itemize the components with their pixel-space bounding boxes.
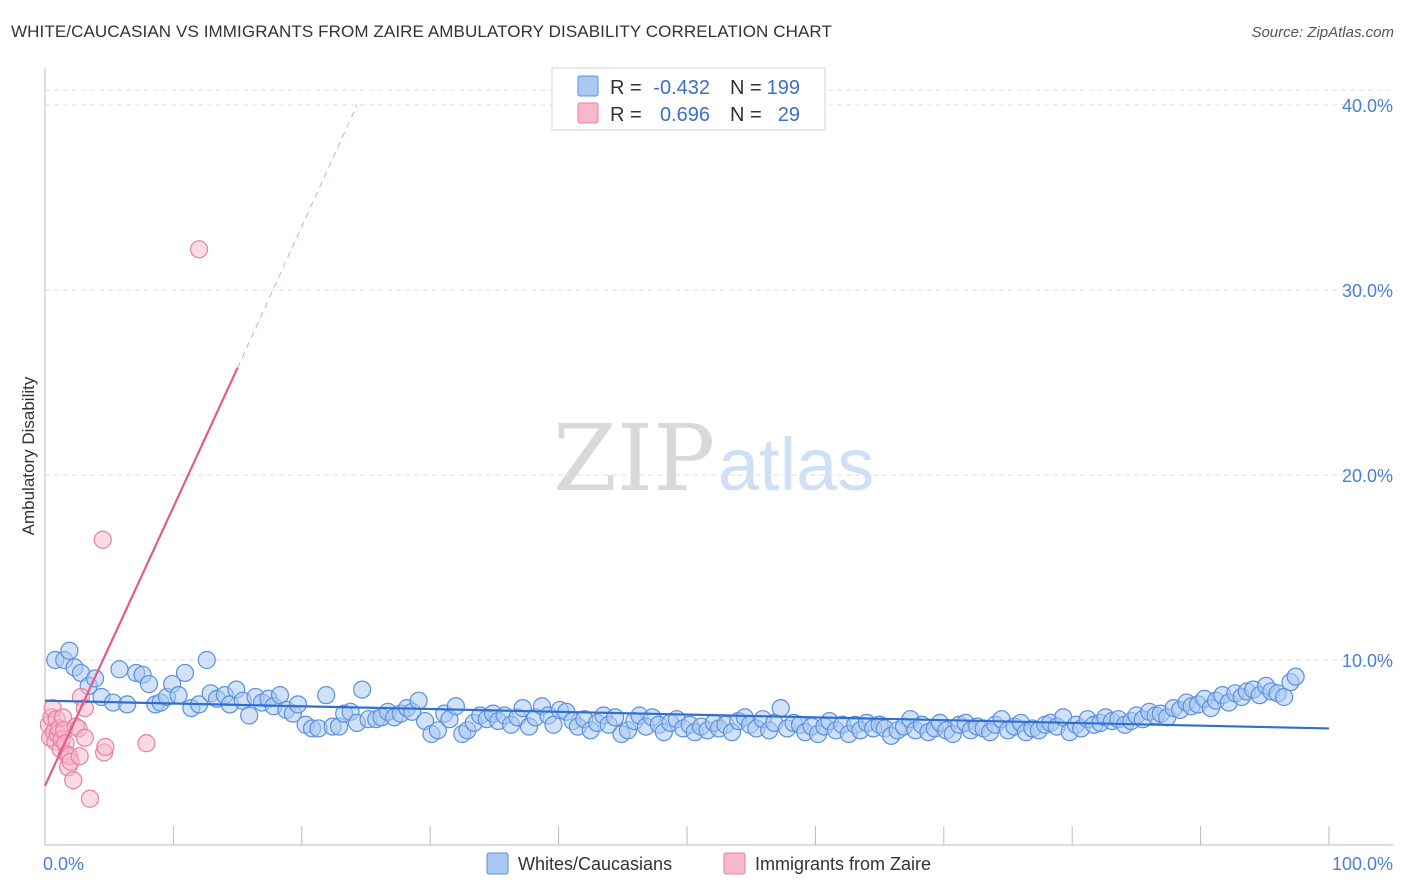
point-whites — [317, 686, 336, 705]
series-legend: Whites/Caucasians Immigrants from Zaire — [486, 852, 931, 875]
trend-line-whites — [44, 699, 1330, 730]
x-axis-ticks — [44, 826, 1330, 845]
stats-legend: R = -0.432 N = 199 R = 0.696 N = 29 — [551, 67, 826, 131]
series-whites-caucasians — [46, 641, 1305, 745]
source-credit: Source: ZipAtlas.com — [1251, 24, 1394, 41]
legend-label-zaire: Immigrants from Zaire — [755, 854, 931, 874]
stats-r-value-pink: 0.696 — [660, 104, 710, 126]
legend-swatch-whites — [486, 852, 509, 875]
point-whites — [197, 650, 216, 670]
point-whites — [60, 641, 79, 660]
point-zaire — [93, 530, 112, 549]
stats-n-value-pink: 29 — [778, 104, 800, 126]
point-whites — [446, 697, 465, 716]
point-whites — [353, 680, 372, 699]
y-axis-tick-labels: 10.0% 20.0% 30.0% 40.0% — [1342, 96, 1393, 671]
gridlines — [45, 89, 1393, 661]
y-tick-label: 10.0% — [1342, 651, 1393, 671]
point-whites — [771, 698, 790, 718]
point-whites — [428, 721, 448, 740]
y-tick-label: 40.0% — [1342, 96, 1393, 116]
point-zaire — [80, 789, 100, 808]
legend-swatch-zaire — [723, 852, 746, 875]
point-whites — [175, 663, 195, 683]
stats-legend-swatch-blue — [577, 75, 599, 97]
point-whites — [110, 660, 129, 679]
point-whites — [169, 686, 188, 705]
stats-r-label-blue: R = — [610, 77, 642, 99]
point-whites — [409, 691, 428, 710]
watermark-zip: ZIP — [553, 405, 715, 512]
x-tick-label-max: 100.0% — [1332, 854, 1393, 874]
point-zaire — [137, 734, 156, 753]
point-whites — [240, 706, 259, 725]
stats-legend-swatch-pink — [577, 102, 599, 124]
watermark: ZIP atlas — [553, 405, 874, 512]
point-whites — [605, 708, 625, 727]
chart-title: WHITE/CAUCASIAN VS IMMIGRANTS FROM ZAIRE… — [11, 22, 832, 41]
y-tick-label: 20.0% — [1342, 466, 1393, 486]
point-zaire — [75, 728, 94, 747]
point-whites — [139, 674, 159, 694]
stats-n-label-blue: N = — [730, 77, 762, 99]
trend-line-zaire — [44, 367, 239, 787]
point-zaire — [70, 747, 89, 766]
point-zaire — [96, 737, 115, 757]
point-zaire — [64, 771, 83, 790]
point-whites — [118, 695, 137, 714]
y-tick-label: 30.0% — [1342, 281, 1393, 301]
stats-n-value-blue: 199 — [767, 77, 800, 99]
stats-r-label-pink: R = — [610, 104, 642, 126]
point-zaire — [189, 240, 209, 259]
series-immigrants-from-zaire — [39, 240, 209, 808]
trend-lines — [44, 104, 1330, 787]
point-whites — [1286, 667, 1305, 686]
y-axis-label: Ambulatory Disability — [19, 376, 38, 535]
x-tick-label-min: 0.0% — [43, 854, 84, 874]
trend-line-zaire-extension — [237, 104, 358, 368]
point-whites — [513, 698, 532, 718]
stats-n-label-pink: N = — [730, 104, 762, 126]
legend-label-whites: Whites/Caucasians — [518, 854, 672, 874]
stats-r-value-blue: -0.432 — [653, 77, 710, 99]
point-whites — [288, 695, 308, 714]
watermark-atlas: atlas — [718, 423, 874, 506]
